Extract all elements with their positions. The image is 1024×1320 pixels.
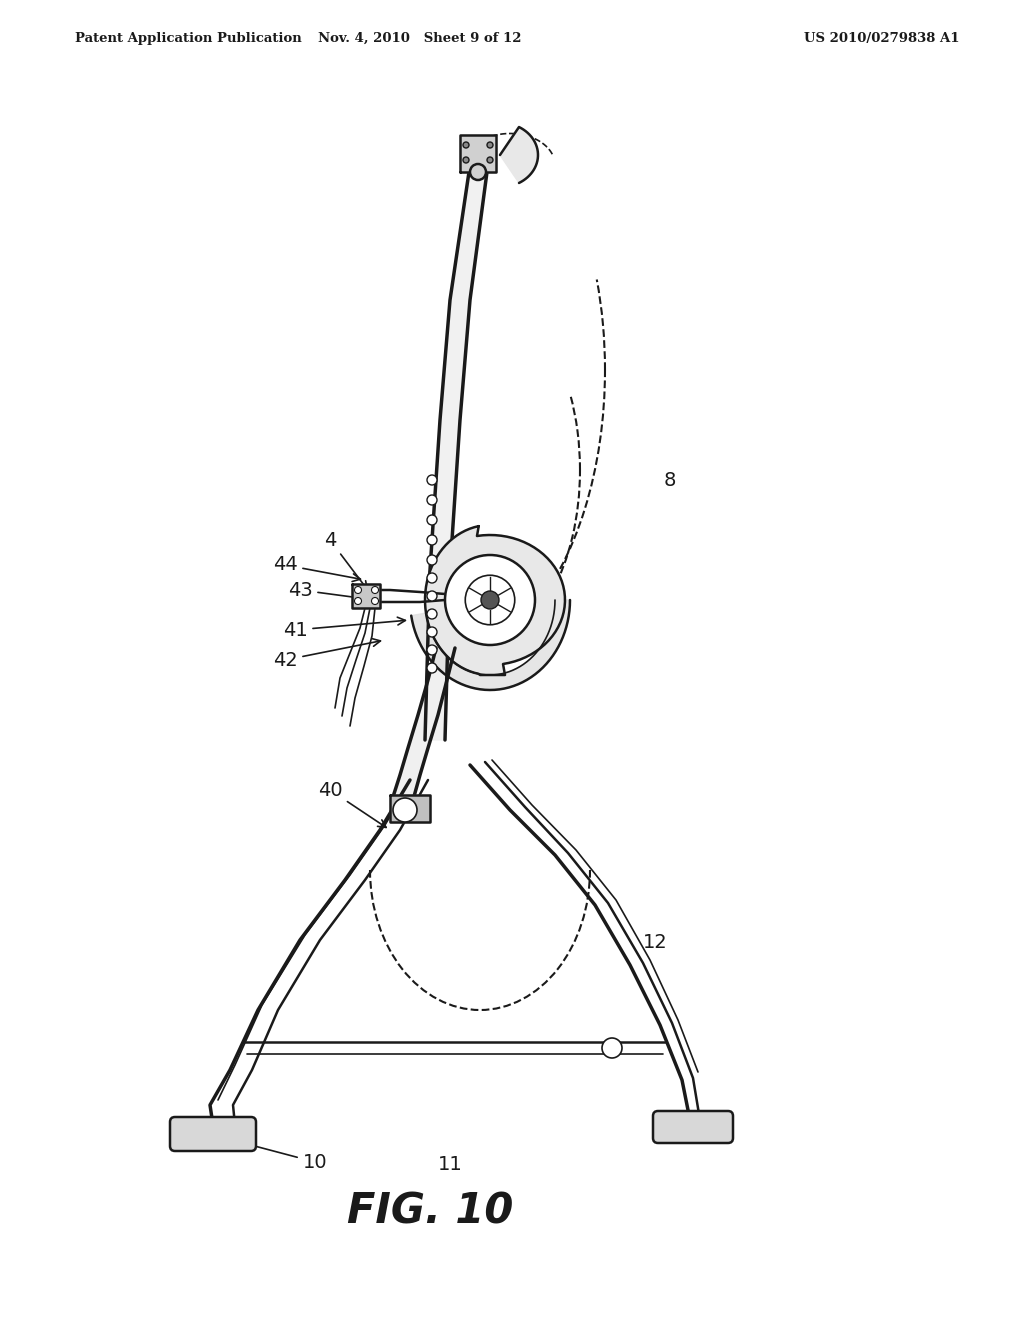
Circle shape <box>463 157 469 162</box>
Polygon shape <box>412 601 570 690</box>
Text: Nov. 4, 2010   Sheet 9 of 12: Nov. 4, 2010 Sheet 9 of 12 <box>318 32 522 45</box>
Text: 41: 41 <box>283 618 406 639</box>
Circle shape <box>465 576 515 624</box>
Text: 11: 11 <box>437 1155 463 1175</box>
Circle shape <box>463 143 469 148</box>
Circle shape <box>470 164 486 180</box>
Text: 12: 12 <box>643 932 668 952</box>
Circle shape <box>354 598 361 605</box>
Text: 4: 4 <box>324 531 368 589</box>
Polygon shape <box>500 127 538 183</box>
Circle shape <box>427 515 437 525</box>
Circle shape <box>427 573 437 583</box>
Circle shape <box>427 591 437 601</box>
Circle shape <box>427 645 437 655</box>
Polygon shape <box>425 527 565 675</box>
Text: US 2010/0279838 A1: US 2010/0279838 A1 <box>805 32 961 45</box>
Circle shape <box>487 157 493 162</box>
Text: 44: 44 <box>272 556 360 582</box>
Circle shape <box>427 535 437 545</box>
Text: FIG. 10: FIG. 10 <box>347 1191 513 1233</box>
Circle shape <box>393 799 417 822</box>
Circle shape <box>487 143 493 148</box>
Text: Patent Application Publication: Patent Application Publication <box>75 32 302 45</box>
FancyBboxPatch shape <box>653 1111 733 1143</box>
Circle shape <box>354 586 361 594</box>
Circle shape <box>427 609 437 619</box>
Circle shape <box>445 554 535 645</box>
Circle shape <box>372 598 379 605</box>
Text: 43: 43 <box>288 581 371 602</box>
Circle shape <box>427 475 437 484</box>
Text: 40: 40 <box>317 780 386 828</box>
Circle shape <box>427 663 437 673</box>
Polygon shape <box>392 648 455 800</box>
Circle shape <box>427 627 437 638</box>
FancyBboxPatch shape <box>170 1117 256 1151</box>
Polygon shape <box>352 583 380 609</box>
Text: 8: 8 <box>664 470 676 490</box>
Text: 10: 10 <box>217 1134 328 1172</box>
Circle shape <box>602 1038 622 1059</box>
Polygon shape <box>390 795 430 822</box>
Circle shape <box>372 586 379 594</box>
Polygon shape <box>425 172 487 741</box>
Circle shape <box>427 495 437 506</box>
Circle shape <box>481 591 499 609</box>
Polygon shape <box>460 135 496 172</box>
Text: 42: 42 <box>272 639 381 669</box>
Circle shape <box>427 554 437 565</box>
